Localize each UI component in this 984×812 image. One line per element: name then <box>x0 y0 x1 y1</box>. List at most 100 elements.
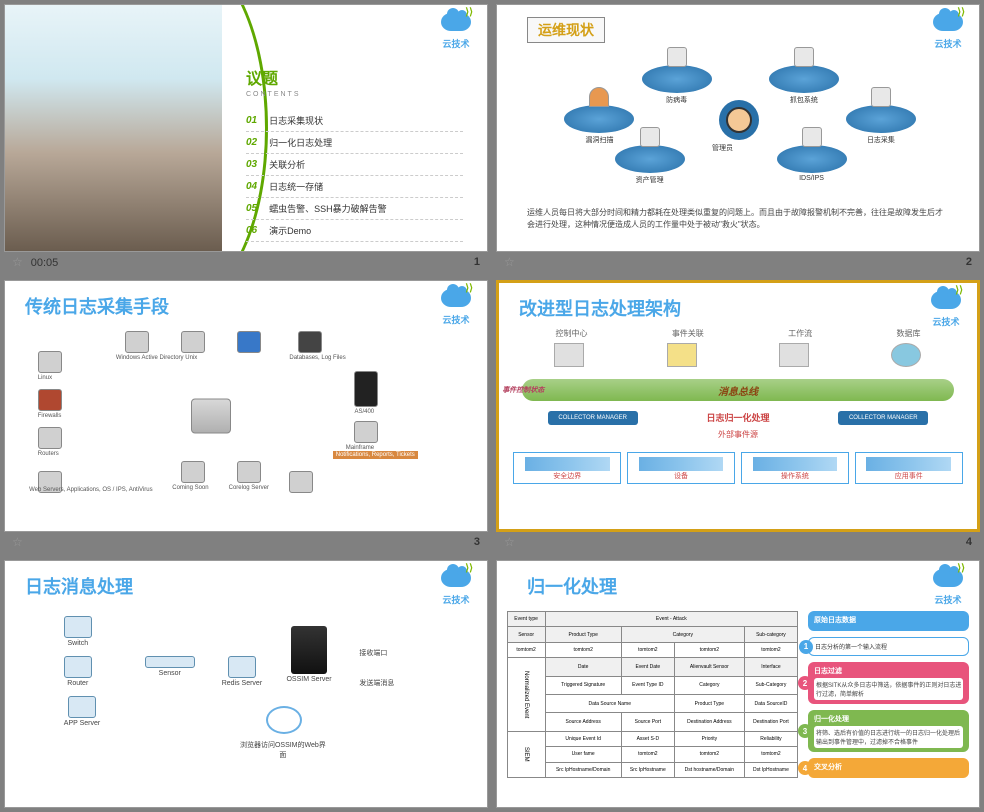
as400-icon <box>354 371 378 407</box>
linux-icon <box>38 351 62 373</box>
arch-top-labels: 控制中心 事件关联 工作流 数据库 <box>513 328 962 339</box>
slide1-contents: 议题 CONTENTS 01日志采集现状 02归一化日志处理 03关联分析 04… <box>246 65 463 242</box>
collector-manager: COLLECTOR MANAGER <box>838 411 928 425</box>
source-box: 操作系统 <box>741 452 849 484</box>
contents-list: 01日志采集现状 02归一化日志处理 03关联分析 04日志统一存储 05蠕虫告… <box>246 110 463 242</box>
ext-source-label: 外部事件源 <box>513 429 962 440</box>
slide-footer: ☆ 4 <box>496 532 980 552</box>
star-icon[interactable]: ☆ <box>504 535 515 549</box>
slide2-diagram: 防病毒 抓包系统 漏洞扫描 日志采集 资产管理 IDS/IPS 管理员 <box>545 45 931 175</box>
appserver-node: APP Server <box>64 696 100 727</box>
star-icon[interactable]: ☆ <box>12 535 23 549</box>
logo-text: 云技术 <box>442 37 469 50</box>
server-icon <box>181 331 205 353</box>
security-icon <box>289 471 313 493</box>
logo: ⟩⟩ 云技术 <box>441 13 471 50</box>
slide-footer: ☆ 2 <box>496 252 980 272</box>
switch-node: Switch <box>64 616 92 647</box>
logo: ⟩⟩ 云技术 <box>933 569 963 606</box>
slide-footer: ☆ 00:05 1 <box>4 252 488 272</box>
slide6-title: 归一化处理 <box>527 573 617 599</box>
slides-grid: ⟩⟩ 云技术 议题 CONTENTS 01日志采集现状 02归一化日志处理 03… <box>0 0 984 812</box>
database-icon <box>298 331 322 353</box>
contents-item: 03关联分析 <box>246 154 463 176</box>
slide1-title: 议题 <box>246 65 463 89</box>
router-icon <box>38 427 62 449</box>
server-icon <box>181 461 205 483</box>
admin-icon <box>719 100 759 140</box>
source-box: 安全边界 <box>513 452 621 484</box>
message-bus: 事件控制状态 消息总线 <box>522 379 953 401</box>
server-icon <box>125 331 149 353</box>
ossim-server-icon <box>291 626 327 674</box>
logo: ⟩⟩ 云技术 <box>931 291 961 328</box>
globe-icon <box>266 706 302 734</box>
slide-wrapper-4: 改进型日志处理架构 ⟩⟩ 云技术 控制中心 事件关联 工作流 数据库 <box>496 280 980 552</box>
sensor-node: Sensor <box>145 656 195 677</box>
switch-icon <box>64 616 92 638</box>
sources-row: 安全边界 设备 操作系统 应用事件 <box>513 452 962 484</box>
contents-item: 04日志统一存储 <box>246 176 463 198</box>
slide-1[interactable]: ⟩⟩ 云技术 议题 CONTENTS 01日志采集现状 02归一化日志处理 03… <box>4 4 488 252</box>
slide5-title: 日志消息处理 <box>25 573 133 599</box>
slide2-title: 运维现状 <box>527 17 605 43</box>
star-icon[interactable]: ☆ <box>504 255 515 269</box>
slide-number: 3 <box>474 536 480 548</box>
slide-footer: ☆ 3 <box>4 532 488 552</box>
slide-wrapper-5: 日志消息处理 ⟩⟩ 云技术 Switch Router APP Server S… <box>4 560 488 808</box>
collector-row: COLLECTOR MANAGER 日志归一化处理 COLLECTOR MANA… <box>513 411 962 425</box>
slide-number: 2 <box>966 256 972 268</box>
sap-icon <box>237 331 261 353</box>
server-icon <box>237 461 261 483</box>
normalize-label: 日志归一化处理 <box>706 411 769 425</box>
sensor-icon <box>145 656 195 668</box>
slide4-architecture: 控制中心 事件关联 工作流 数据库 事件控制状态 消息总线 COLLECTOR … <box>513 328 962 484</box>
slide-3[interactable]: 传统日志采集手段 ⟩⟩ 云技术 Windows Active Directory… <box>4 280 488 532</box>
source-box: 应用事件 <box>855 452 963 484</box>
slide3-title: 传统日志采集手段 <box>25 293 169 319</box>
slide6-content: Event typeEvent - Attack SensorProduct T… <box>507 611 970 778</box>
slide-wrapper-2: 运维现状 ⟩⟩ 云技术 防病毒 抓包系统 漏洞扫描 日志采集 资产管理 IDS/… <box>496 4 980 272</box>
database-icon <box>891 343 921 367</box>
flow-step-1b: 1 日志分析的第一个输入流程 <box>808 637 969 656</box>
person-icon <box>589 87 609 107</box>
firewall-icon <box>38 389 62 411</box>
slide3-hub-diagram: Windows Active Directory Unix Databases,… <box>29 331 463 501</box>
app-server-icon <box>68 696 96 718</box>
contents-item: 02归一化日志处理 <box>246 132 463 154</box>
slide-4[interactable]: 改进型日志处理架构 ⟩⟩ 云技术 控制中心 事件关联 工作流 数据库 <box>496 280 980 532</box>
flow-step-4: 4 交叉分析 <box>808 758 969 778</box>
logo: ⟩⟩ 云技术 <box>441 289 471 326</box>
contents-item: 01日志采集现状 <box>246 110 463 132</box>
slide-6[interactable]: 归一化处理 ⟩⟩ 云技术 Event typeEvent - Attack Se… <box>496 560 980 808</box>
logo: ⟩⟩ 云技术 <box>933 13 963 50</box>
slide-number: 4 <box>966 536 972 548</box>
star-icon[interactable]: ☆ <box>12 255 23 269</box>
server-icon <box>794 47 814 67</box>
arch-top-icons <box>513 343 962 367</box>
source-box: 设备 <box>627 452 735 484</box>
workflow-icon <box>779 343 809 367</box>
slide-number: 1 <box>474 256 480 268</box>
slide2-description: 运维人员每日将大部分时间和精力都耗在处理类似重复的问题上。而且由于故障报警机制不… <box>527 207 949 231</box>
flow-step-3: 3 归一化处理 将筛、选后有价值的日志进行统一的日志归一化处理后输出到事件管理中… <box>808 710 969 752</box>
router-icon <box>64 656 92 678</box>
mainframe-icon <box>354 421 378 443</box>
slide-2[interactable]: 运维现状 ⟩⟩ 云技术 防病毒 抓包系统 漏洞扫描 日志采集 资产管理 IDS/… <box>496 4 980 252</box>
slide4-title: 改进型日志处理架构 <box>519 295 681 321</box>
slide-wrapper-1: ⟩⟩ 云技术 议题 CONTENTS 01日志采集现状 02归一化日志处理 03… <box>4 4 488 272</box>
slide5-flow-diagram: Switch Router APP Server Sensor Redis Se… <box>44 616 449 756</box>
normalization-table: Event typeEvent - Attack SensorProduct T… <box>507 611 798 778</box>
slide-5[interactable]: 日志消息处理 ⟩⟩ 云技术 Switch Router APP Server S… <box>4 560 488 808</box>
control-center-icon <box>554 343 584 367</box>
log-icon <box>871 87 891 107</box>
redis-node: Redis Server <box>222 656 262 687</box>
timer: 00:05 <box>31 257 59 269</box>
flow-step-1: 原始日志数据 <box>808 611 969 631</box>
contents-item: 05蠕虫告警、SSH暴力破解告警 <box>246 198 463 220</box>
doc-icon <box>640 127 660 147</box>
flow-step-2: 2 日志过滤 根据SITK从众多日志中筛选，依据事件的正则对日志进行过滤，简单解… <box>808 662 969 704</box>
hub-center-icon <box>191 399 231 434</box>
router-node: Router <box>64 656 92 687</box>
ossim-node: OSSIM Server <box>286 626 331 683</box>
